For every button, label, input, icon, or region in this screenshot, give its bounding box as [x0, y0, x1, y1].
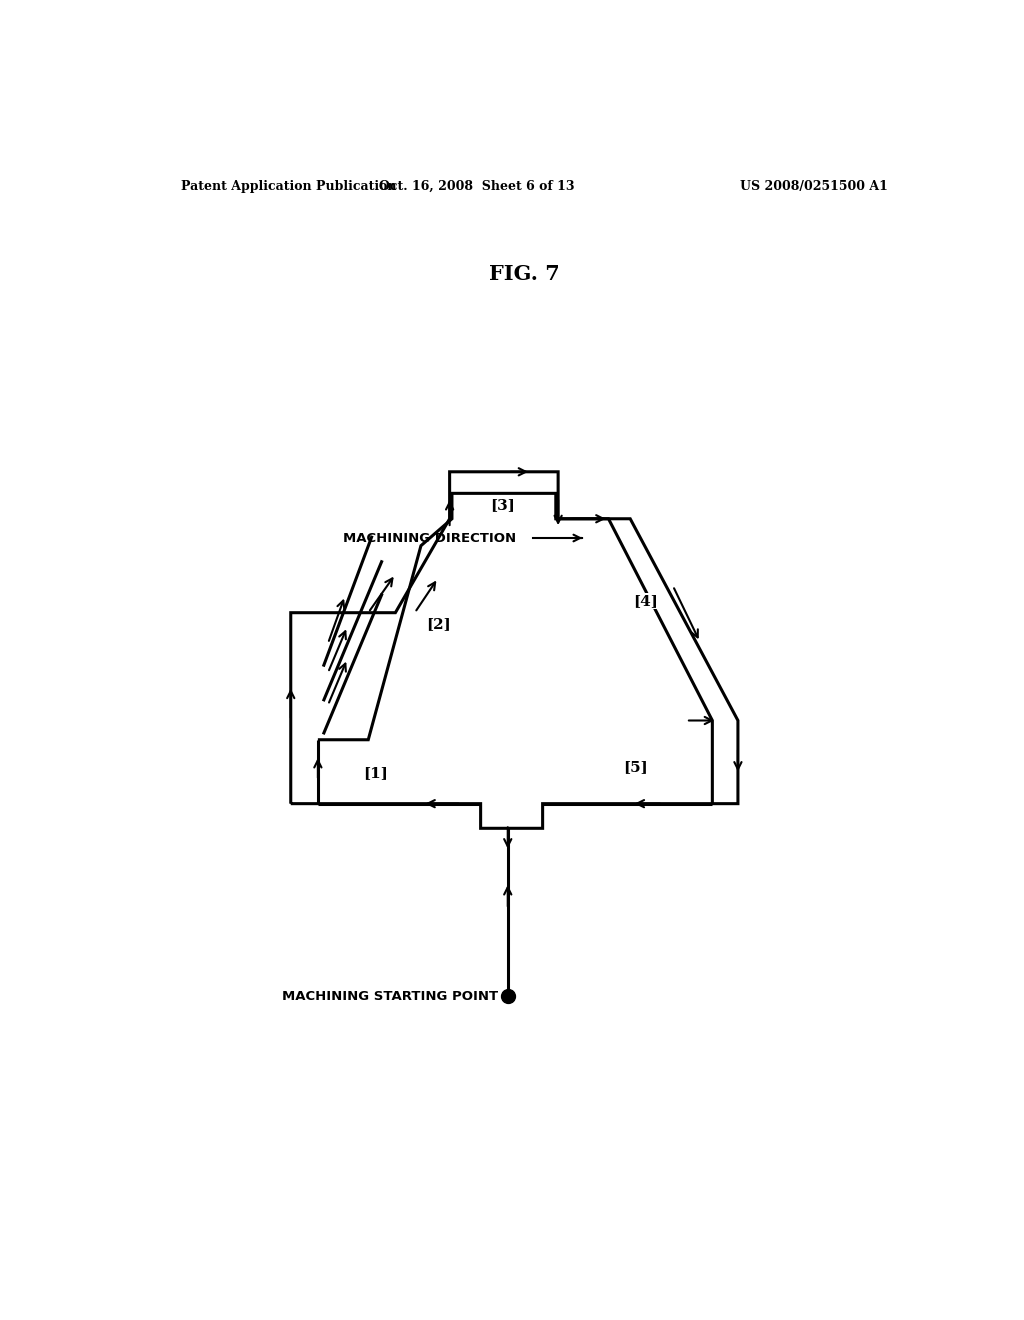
- Text: [4]: [4]: [633, 594, 658, 609]
- Text: Patent Application Publication: Patent Application Publication: [180, 180, 396, 193]
- Text: US 2008/0251500 A1: US 2008/0251500 A1: [740, 180, 888, 193]
- Text: FIG. 7: FIG. 7: [489, 264, 560, 284]
- Text: [5]: [5]: [624, 760, 648, 774]
- Text: [2]: [2]: [426, 618, 451, 631]
- Text: [1]: [1]: [364, 766, 388, 780]
- Text: [3]: [3]: [489, 498, 515, 512]
- Text: MACHINING STARTING POINT: MACHINING STARTING POINT: [283, 990, 499, 1003]
- Text: Oct. 16, 2008  Sheet 6 of 13: Oct. 16, 2008 Sheet 6 of 13: [379, 180, 574, 193]
- Text: MACHINING DIRECTION: MACHINING DIRECTION: [343, 532, 516, 545]
